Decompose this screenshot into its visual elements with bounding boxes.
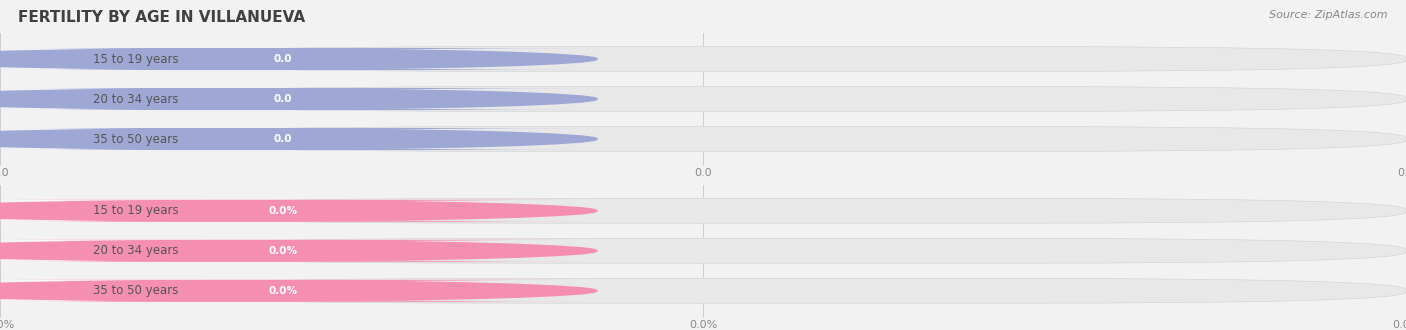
Text: 20 to 34 years: 20 to 34 years	[93, 92, 179, 106]
Text: 0.0: 0.0	[273, 134, 292, 144]
Text: 15 to 19 years: 15 to 19 years	[93, 52, 179, 65]
Text: 0.0%: 0.0%	[269, 206, 297, 216]
Text: FERTILITY BY AGE IN VILLANUEVA: FERTILITY BY AGE IN VILLANUEVA	[18, 10, 305, 25]
FancyBboxPatch shape	[0, 88, 596, 110]
FancyBboxPatch shape	[0, 88, 479, 110]
Text: 35 to 50 years: 35 to 50 years	[93, 284, 179, 297]
FancyBboxPatch shape	[131, 279, 1406, 303]
FancyBboxPatch shape	[0, 240, 479, 262]
Circle shape	[0, 201, 598, 221]
Circle shape	[0, 241, 598, 261]
FancyBboxPatch shape	[0, 48, 596, 70]
FancyBboxPatch shape	[131, 47, 1406, 71]
Text: 0.0: 0.0	[273, 54, 292, 64]
Text: 0.0%: 0.0%	[269, 286, 297, 296]
FancyBboxPatch shape	[131, 127, 1406, 151]
Circle shape	[0, 89, 598, 109]
Text: 0.0%: 0.0%	[269, 246, 297, 256]
Text: 0.0: 0.0	[273, 94, 292, 104]
FancyBboxPatch shape	[131, 198, 1406, 223]
FancyBboxPatch shape	[131, 238, 1406, 263]
Text: 15 to 19 years: 15 to 19 years	[93, 204, 179, 217]
FancyBboxPatch shape	[131, 86, 1406, 112]
Text: 20 to 34 years: 20 to 34 years	[93, 244, 179, 257]
FancyBboxPatch shape	[0, 48, 479, 70]
FancyBboxPatch shape	[0, 280, 479, 302]
Text: 35 to 50 years: 35 to 50 years	[93, 133, 179, 146]
Circle shape	[0, 49, 598, 69]
Circle shape	[0, 129, 598, 149]
FancyBboxPatch shape	[0, 200, 596, 222]
FancyBboxPatch shape	[0, 280, 596, 302]
FancyBboxPatch shape	[0, 128, 479, 150]
FancyBboxPatch shape	[0, 128, 596, 150]
Text: Source: ZipAtlas.com: Source: ZipAtlas.com	[1270, 10, 1388, 20]
Circle shape	[0, 280, 598, 301]
FancyBboxPatch shape	[0, 200, 479, 222]
FancyBboxPatch shape	[0, 240, 596, 262]
